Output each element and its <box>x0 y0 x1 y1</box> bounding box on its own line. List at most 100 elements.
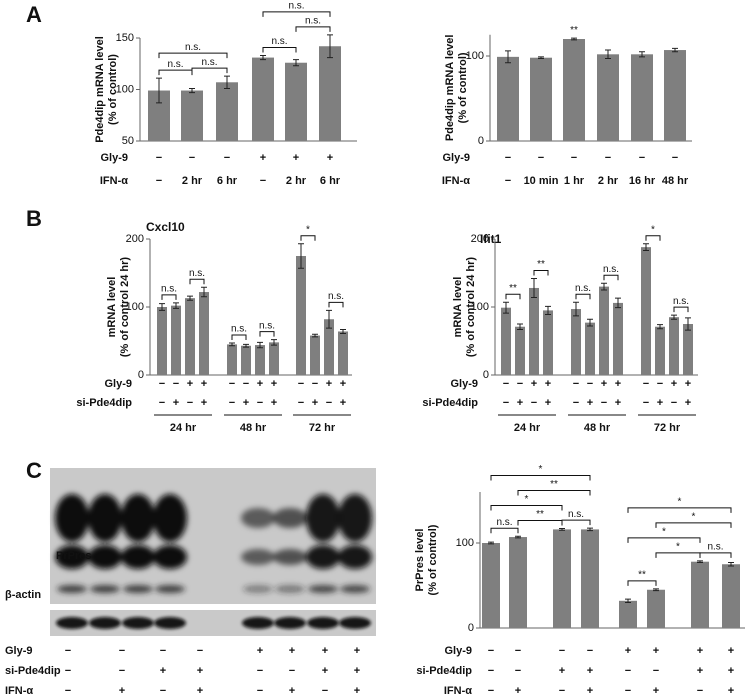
condition-symbol: 48 hr <box>662 175 689 187</box>
condition-symbol: − <box>322 685 328 697</box>
condition-symbol: − <box>605 152 611 164</box>
significance-bracket <box>300 235 316 241</box>
condition-symbol: + <box>517 397 523 409</box>
significance-bracket <box>575 293 591 300</box>
band <box>340 585 370 593</box>
condition-symbol: + <box>657 397 663 409</box>
bar <box>530 57 552 142</box>
bar <box>571 309 581 375</box>
condition-symbol: + <box>697 645 703 657</box>
condition-symbol: + <box>243 397 249 409</box>
bar <box>722 564 740 628</box>
significance-bracket <box>189 278 205 285</box>
condition-symbol: 2 hr <box>182 175 203 187</box>
significance-bracket <box>505 293 521 300</box>
condition-symbol: + <box>322 665 328 677</box>
condition-label: IFN-α <box>444 685 472 697</box>
y-axis-label: (% of control) <box>457 52 469 123</box>
condition-label: si-Pde4dip <box>76 397 132 409</box>
band <box>153 494 187 542</box>
error-bar <box>653 588 659 592</box>
condition-symbol: − <box>601 397 607 409</box>
bar <box>338 331 348 375</box>
band <box>55 545 89 569</box>
error-bar <box>327 34 333 59</box>
condition-symbol: − <box>224 152 230 164</box>
error-bar <box>601 282 607 291</box>
significance-label: * <box>676 541 680 552</box>
y-tick-label: 0 <box>478 135 484 147</box>
y-tick-label: 100 <box>126 301 144 313</box>
y-tick-label: 50 <box>122 135 134 147</box>
condition-symbol: + <box>671 378 677 390</box>
bar <box>613 302 623 375</box>
bar <box>683 324 693 375</box>
significance-label: ** <box>570 25 578 36</box>
condition-symbol: − <box>189 152 195 164</box>
condition-symbol: + <box>615 378 621 390</box>
y-tick-label: 100 <box>116 83 134 95</box>
error-bar <box>587 318 593 327</box>
condition-symbol: + <box>625 645 631 657</box>
significance-label: * <box>662 526 666 537</box>
error-bar <box>189 87 195 94</box>
condition-symbol: + <box>312 397 318 409</box>
band <box>121 545 155 569</box>
condition-symbol: − <box>119 645 125 657</box>
condition-symbol: − <box>160 645 166 657</box>
western-blot <box>50 468 376 636</box>
significance-bracket <box>490 505 563 511</box>
y-axis-label: mRNA level <box>452 277 464 338</box>
y-axis-label: (% of control) <box>427 524 439 595</box>
band <box>122 617 154 629</box>
condition-symbol: + <box>187 378 193 390</box>
significance-bracket <box>699 552 732 558</box>
band <box>306 494 340 542</box>
significance-label: * <box>306 224 310 235</box>
bar <box>497 56 519 141</box>
significance-label: * <box>651 224 655 235</box>
band <box>57 585 87 593</box>
band <box>273 508 307 528</box>
condition-symbol: − <box>671 397 677 409</box>
condition-symbol: − <box>559 645 565 657</box>
band <box>55 494 89 542</box>
bar <box>691 561 709 628</box>
significance-label: n.s. <box>231 324 247 335</box>
condition-symbol: − <box>503 397 509 409</box>
group-label: 24 hr <box>170 422 197 434</box>
y-tick-label: 200 <box>126 233 144 245</box>
condition-symbol: 10 min <box>524 175 559 187</box>
condition-label: Gly-9 <box>442 152 470 164</box>
band <box>338 494 372 542</box>
y-tick-label: 100 <box>471 301 489 313</box>
bar <box>529 287 539 375</box>
condition-label: si-Pde4dip <box>416 665 472 677</box>
band <box>88 545 122 569</box>
condition-symbol: − <box>587 645 593 657</box>
condition-symbol: − <box>488 665 494 677</box>
error-bar <box>187 295 193 301</box>
condition-symbol: − <box>643 378 649 390</box>
error-bar <box>643 243 649 252</box>
chart-title: Cxcl10 <box>146 220 185 234</box>
band <box>154 617 186 629</box>
condition-symbol: − <box>65 665 71 677</box>
condition-symbol: + <box>354 645 360 657</box>
condition-symbol: + <box>653 685 659 697</box>
error-bar <box>173 302 179 309</box>
band <box>89 617 121 629</box>
significance-bracket <box>627 580 657 586</box>
significance-label: n.s. <box>288 1 304 12</box>
significance-label: n.s. <box>328 291 344 302</box>
error-bar <box>271 339 277 346</box>
condition-symbol: − <box>229 397 235 409</box>
condition-symbol: + <box>515 685 521 697</box>
bar <box>631 54 653 141</box>
error-bar <box>587 527 593 532</box>
condition-symbol: + <box>271 378 277 390</box>
bar <box>641 247 651 375</box>
bar <box>619 600 637 628</box>
y-tick-label: 0 <box>138 369 144 381</box>
